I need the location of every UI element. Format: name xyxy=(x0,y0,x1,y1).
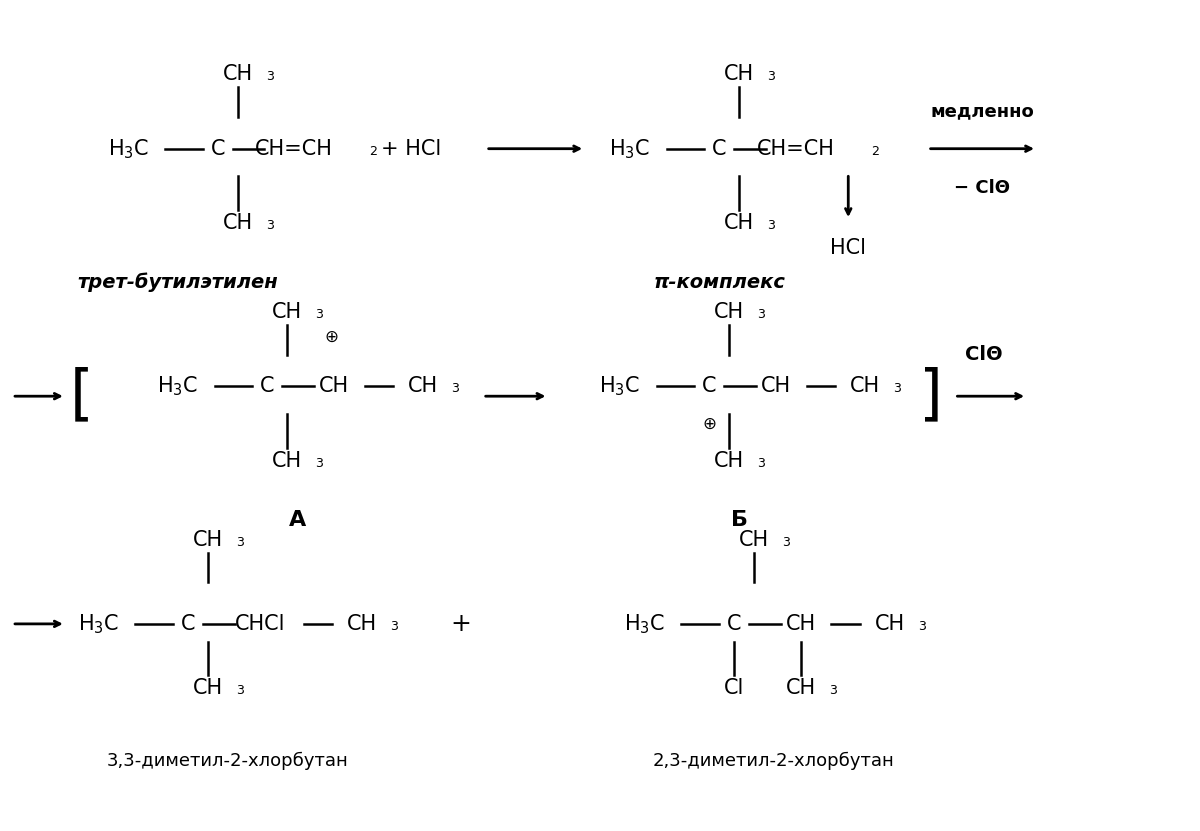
Text: ClΘ: ClΘ xyxy=(966,345,1003,364)
Text: $_3$: $_3$ xyxy=(782,531,791,548)
Text: H$_3$C: H$_3$C xyxy=(157,375,198,398)
Text: $_3$: $_3$ xyxy=(918,615,928,633)
Text: +: + xyxy=(450,612,472,636)
Text: CHCl: CHCl xyxy=(235,614,286,634)
Text: CH: CH xyxy=(272,450,302,470)
Text: Cl: Cl xyxy=(724,678,744,698)
Text: $_3$: $_3$ xyxy=(767,66,776,83)
Text: $_3$: $_3$ xyxy=(390,615,400,633)
Text: CH: CH xyxy=(347,614,377,634)
Text: $_2$: $_2$ xyxy=(871,140,880,158)
Text: CH: CH xyxy=(222,65,252,85)
Text: $_3$: $_3$ xyxy=(316,451,324,470)
Text: C: C xyxy=(712,139,726,159)
Text: CH: CH xyxy=(408,376,438,396)
Text: CH: CH xyxy=(222,213,252,233)
Text: $_3$: $_3$ xyxy=(829,679,838,697)
Text: 2,3-диметил-2-хлорбутан: 2,3-диметил-2-хлорбутан xyxy=(653,751,895,770)
Text: C: C xyxy=(260,376,275,396)
Text: π-комплекс: π-комплекс xyxy=(653,273,785,292)
Text: CH: CH xyxy=(714,450,744,470)
Text: CH: CH xyxy=(786,614,816,634)
Text: А: А xyxy=(288,510,306,530)
Text: CH: CH xyxy=(875,614,905,634)
Text: $_3$: $_3$ xyxy=(893,377,902,396)
Text: CH=CH: CH=CH xyxy=(757,139,834,159)
Text: CH: CH xyxy=(739,529,769,550)
Text: H$_3$C: H$_3$C xyxy=(624,612,665,636)
Text: $_3$: $_3$ xyxy=(236,679,245,697)
Text: CH: CH xyxy=(272,302,302,322)
Text: $_3$: $_3$ xyxy=(236,531,245,548)
Text: медленно: медленно xyxy=(930,102,1034,120)
Text: CH: CH xyxy=(724,213,754,233)
Text: $_3$: $_3$ xyxy=(767,214,776,232)
Text: C: C xyxy=(210,139,224,159)
Text: C: C xyxy=(181,614,196,634)
Text: CH: CH xyxy=(724,65,754,85)
Text: ]: ] xyxy=(919,366,943,425)
Text: $_3$: $_3$ xyxy=(316,303,324,321)
Text: трет-бутилэтилен: трет-бутилэтилен xyxy=(78,273,278,293)
Text: $_2$: $_2$ xyxy=(370,140,378,158)
Text: H$_3$C: H$_3$C xyxy=(610,137,650,160)
Text: ⊕: ⊕ xyxy=(325,327,338,346)
Text: CH: CH xyxy=(761,376,791,396)
Text: H$_3$C: H$_3$C xyxy=(599,375,641,398)
Text: $_3$: $_3$ xyxy=(757,451,767,470)
Text: [: [ xyxy=(70,366,94,425)
Text: CH: CH xyxy=(850,376,881,396)
Text: + HCl: + HCl xyxy=(382,139,442,159)
Text: H$_3$C: H$_3$C xyxy=(78,612,119,636)
Text: CH: CH xyxy=(714,302,744,322)
Text: 3,3-диметил-2-хлорбутан: 3,3-диметил-2-хлорбутан xyxy=(107,751,348,770)
Text: CH: CH xyxy=(319,376,349,396)
Text: Б: Б xyxy=(731,510,748,530)
Text: $_3$: $_3$ xyxy=(265,66,275,83)
Text: CH: CH xyxy=(193,678,223,698)
Text: CH=CH: CH=CH xyxy=(256,139,334,159)
Text: $_3$: $_3$ xyxy=(757,303,767,321)
Text: HCl: HCl xyxy=(830,238,866,258)
Text: C: C xyxy=(727,614,742,634)
Text: $_3$: $_3$ xyxy=(451,377,461,396)
Text: ⊕: ⊕ xyxy=(702,415,716,433)
Text: − ClΘ: − ClΘ xyxy=(954,179,1010,197)
Text: $_3$: $_3$ xyxy=(265,214,275,232)
Text: C: C xyxy=(702,376,716,396)
Text: H$_3$C: H$_3$C xyxy=(108,137,149,160)
Text: CH: CH xyxy=(786,678,816,698)
Text: CH: CH xyxy=(193,529,223,550)
